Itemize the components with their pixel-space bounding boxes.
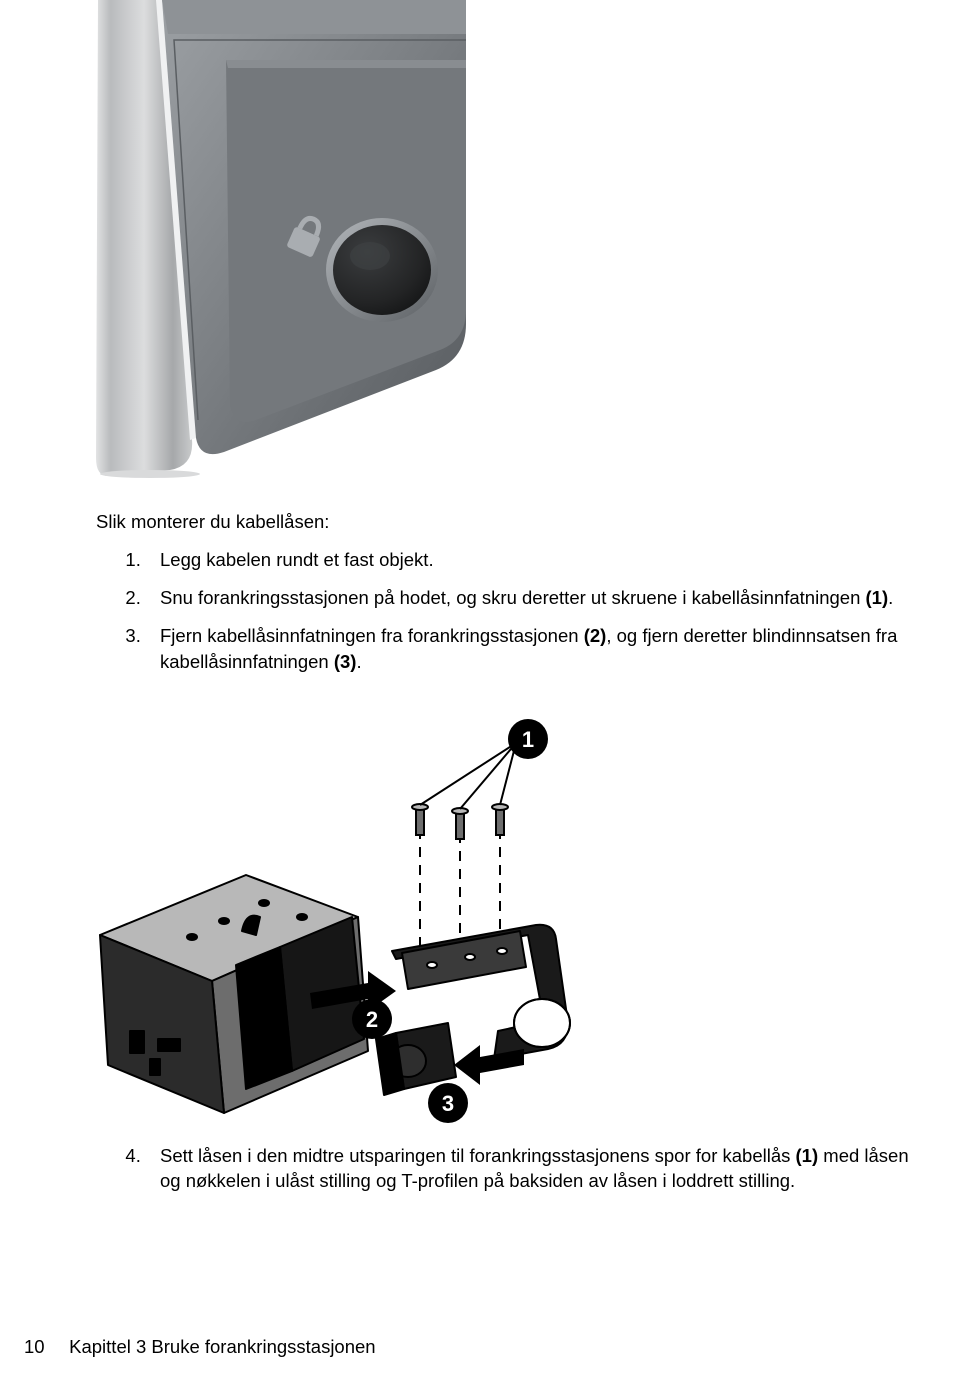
figure-product-photo (96, 0, 466, 480)
intro-text: Slik monterer du kabellåsen: (96, 510, 960, 535)
callout-badge-1: 1 (508, 719, 548, 759)
arrow-3 (454, 1045, 524, 1085)
steps-list-bottom: Sett låsen i den midtre utsparingen til … (116, 1143, 912, 1195)
callout-badge-3: 3 (428, 1083, 468, 1123)
step-1: Legg kabelen rundt et fast objekt. (146, 547, 912, 573)
steps-list-top: Legg kabelen rundt et fast objekt. Snu f… (116, 547, 912, 675)
screws (412, 743, 516, 961)
step-4-text-a: Sett låsen i den midtre utsparingen til … (160, 1145, 796, 1166)
svg-text:2: 2 (366, 1007, 378, 1032)
callout-ref-2: (2) (584, 625, 607, 646)
page-footer: 10 Kapittel 3 Bruke forankringsstasjonen (0, 1336, 376, 1358)
figure-line-diagram: 1 2 3 (96, 699, 678, 1131)
page: Slik monterer du kabellåsen: Legg kabele… (0, 0, 960, 1374)
step-1-text: Legg kabelen rundt et fast objekt. (160, 549, 434, 570)
callout-ref-1b: (1) (796, 1145, 819, 1166)
step-2-text-a: Snu forankringsstasjonen på hodet, og sk… (160, 587, 866, 608)
page-number: 10 (24, 1336, 64, 1358)
svg-text:3: 3 (442, 1091, 454, 1116)
step-2-text-c: . (888, 587, 893, 608)
callout-badge-2: 2 (352, 999, 392, 1039)
step-3: Fjern kabellåsinnfatningen fra forankrin… (146, 623, 912, 675)
step-3-text-d: . (356, 651, 361, 672)
chapter-label: Kapittel 3 Bruke forankringsstasjonen (69, 1336, 375, 1357)
callout-ref-1: (1) (866, 587, 889, 608)
step-4: Sett låsen i den midtre utsparingen til … (146, 1143, 912, 1195)
svg-text:1: 1 (522, 727, 534, 752)
callout-ref-3: (3) (334, 651, 357, 672)
step-2: Snu forankringsstasjonen på hodet, og sk… (146, 585, 912, 611)
round-button (326, 218, 438, 322)
step-3-text-a: Fjern kabellåsinnfatningen fra forankrin… (160, 625, 584, 646)
